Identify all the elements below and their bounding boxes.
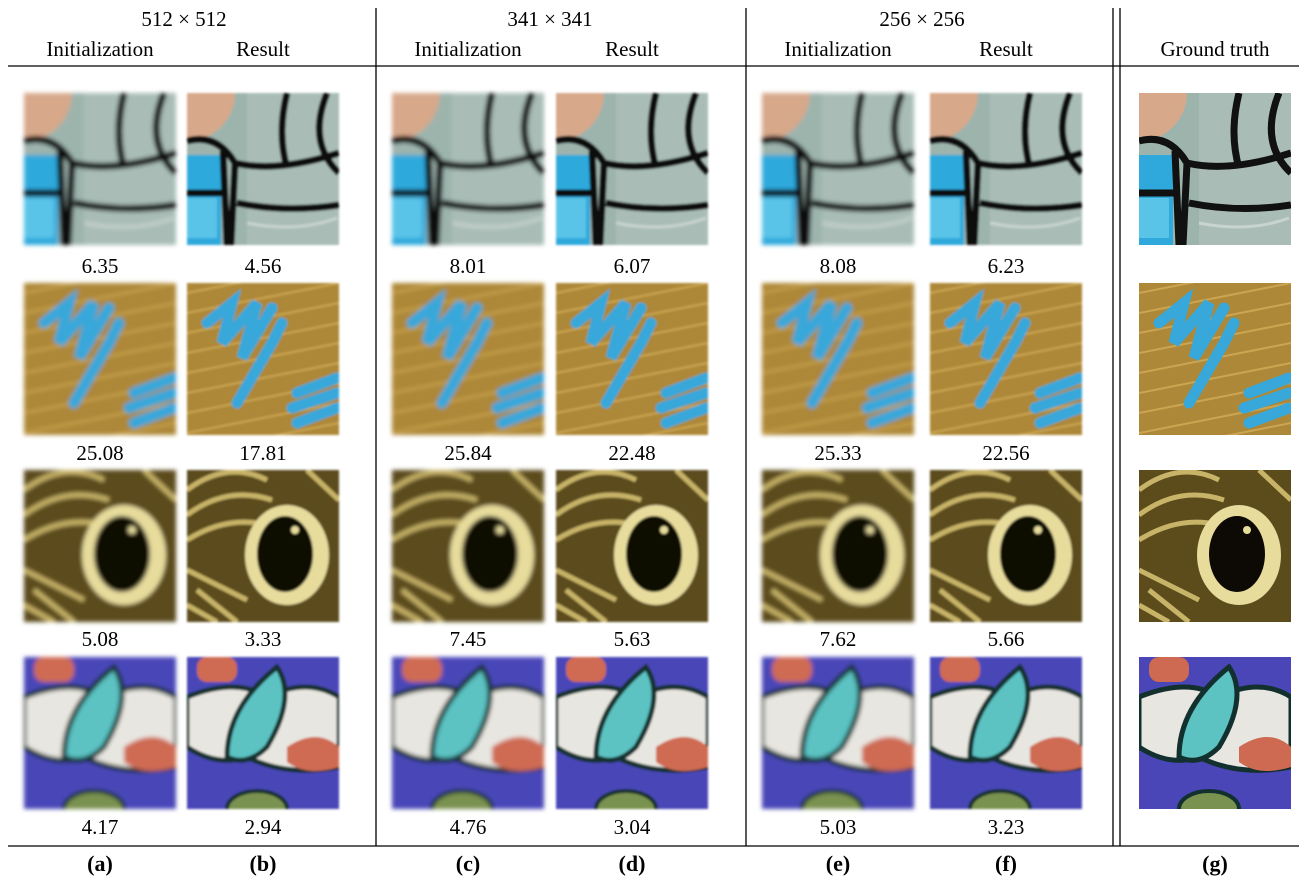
column-header: Result — [979, 37, 1033, 61]
error-value: 22.56 — [982, 441, 1029, 465]
column-header: Ground truth — [1160, 37, 1270, 61]
subfigure-label: (c) — [456, 851, 480, 876]
error-value: 4.17 — [82, 815, 119, 839]
error-value: 17.81 — [239, 441, 286, 465]
error-value: 7.62 — [820, 627, 857, 651]
image-patch — [187, 470, 339, 622]
column-header: Initialization — [414, 37, 522, 61]
column-header: Initialization — [46, 37, 154, 61]
subfigure-label: (a) — [87, 851, 113, 876]
group-header: 256 × 256 — [879, 7, 964, 31]
image-patch — [930, 263, 1082, 453]
subfigure-label: (g) — [1202, 851, 1228, 876]
image-patch — [762, 657, 914, 827]
image-patch — [556, 263, 708, 453]
image-patch — [187, 657, 339, 827]
image-patch — [1139, 263, 1291, 453]
error-value: 6.35 — [82, 254, 119, 278]
error-value: 25.08 — [76, 441, 123, 465]
error-value: 25.33 — [814, 441, 861, 465]
image-patch — [392, 657, 544, 827]
image-patch — [714, 45, 914, 245]
image-patch — [556, 470, 708, 622]
image-patch — [344, 45, 544, 245]
subfigure-label: (e) — [826, 851, 850, 876]
image-patch — [556, 657, 708, 827]
image-patch — [1091, 45, 1291, 245]
error-value: 2.94 — [245, 815, 282, 839]
error-value: 22.48 — [608, 441, 655, 465]
subfigure-label: (d) — [619, 851, 646, 876]
error-value: 3.23 — [988, 815, 1025, 839]
error-value: 5.63 — [614, 627, 651, 651]
subfigure-label: (f) — [995, 851, 1017, 876]
error-value: 6.23 — [988, 254, 1025, 278]
column-header: Result — [236, 37, 290, 61]
image-patch — [392, 263, 544, 453]
image-patch — [24, 470, 176, 622]
image-patch — [24, 263, 176, 453]
image-patch — [930, 657, 1082, 827]
error-value: 25.84 — [444, 441, 492, 465]
error-value: 3.04 — [614, 815, 651, 839]
error-value: 5.03 — [820, 815, 857, 839]
error-value: 4.76 — [450, 815, 487, 839]
image-patch — [187, 263, 339, 453]
image-patch — [24, 657, 176, 827]
column-header: Initialization — [784, 37, 892, 61]
error-value: 8.08 — [820, 254, 857, 278]
error-value: 6.07 — [614, 254, 651, 278]
group-header: 341 × 341 — [507, 7, 592, 31]
image-patch — [762, 470, 914, 622]
figure: 512 × 512 341 × 341 256 × 256 Initializatio… — [0, 0, 1307, 881]
subfigure-label: (b) — [250, 851, 277, 876]
image-patch — [1139, 470, 1291, 622]
image-patch — [0, 45, 176, 245]
error-value: 7.45 — [450, 627, 487, 651]
group-header: 512 × 512 — [141, 7, 226, 31]
error-value: 5.66 — [988, 627, 1025, 651]
error-value: 4.56 — [245, 254, 282, 278]
error-value: 8.01 — [450, 254, 487, 278]
error-value: 3.33 — [245, 627, 282, 651]
image-patch — [930, 470, 1082, 622]
error-value: 5.08 — [82, 627, 119, 651]
image-patch — [762, 263, 914, 453]
column-header: Result — [605, 37, 659, 61]
image-patch — [1139, 657, 1291, 827]
image-patch — [392, 470, 544, 622]
